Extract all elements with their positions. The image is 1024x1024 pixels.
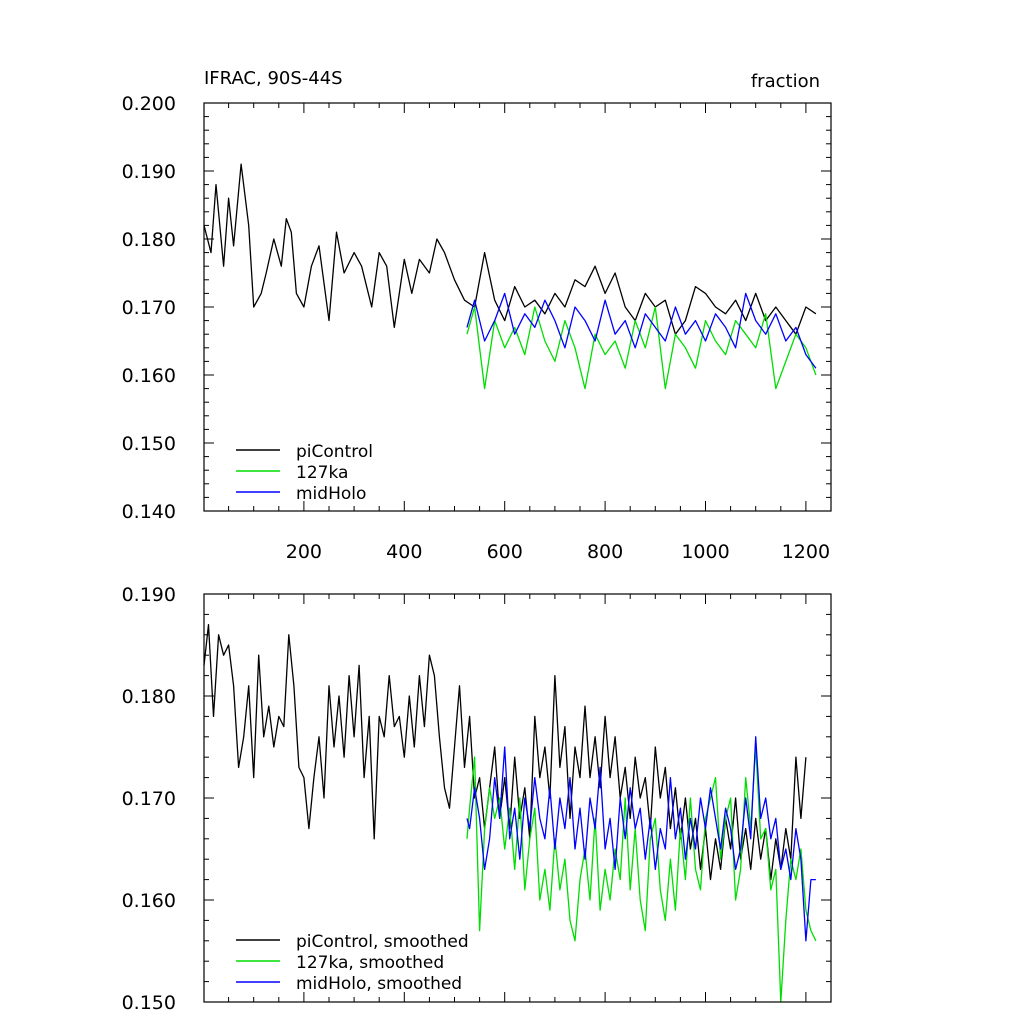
legend-label: piControl xyxy=(296,442,373,462)
top-chart-series xyxy=(203,163,817,390)
legend-label: 127ka, smoothed xyxy=(296,953,444,973)
y-tick-label: 0.190 xyxy=(122,584,176,606)
top-chart-axes: 0.140 0.150 0.160 0.170 0.180 0.190 0.200 200 40… xyxy=(122,93,831,563)
y-tick-label: 0.150 xyxy=(122,433,176,455)
bottom-chart-axes: 0.150 0.160 0.170 0.180 0.190 xyxy=(122,584,831,1014)
legend-label: midHolo, smoothed xyxy=(296,974,462,994)
y-tick-label: 0.180 xyxy=(122,686,176,708)
x-tick-label: 600 xyxy=(487,541,523,563)
series-line xyxy=(466,306,817,390)
x-tick-label: 1000 xyxy=(681,541,729,563)
y-tick-label: 0.160 xyxy=(122,365,176,387)
y-tick-label: 0.160 xyxy=(122,890,176,912)
units-label: fraction xyxy=(751,71,820,92)
series-line xyxy=(466,292,817,369)
y-tick-label: 0.170 xyxy=(122,297,176,319)
bottom-chart-frame xyxy=(203,593,832,1003)
chart-title: IFRAC, 90S-44S xyxy=(204,68,343,89)
y-tick-label: 0.200 xyxy=(122,93,176,115)
series-line xyxy=(466,746,817,1003)
y-tick-label: 0.140 xyxy=(122,501,176,523)
legend-label: piControl, smoothed xyxy=(296,932,469,952)
legend-label: 127ka xyxy=(296,463,348,483)
x-tick-label: 800 xyxy=(587,541,623,563)
legend-label: midHolo xyxy=(296,484,366,504)
y-tick-label: 0.180 xyxy=(122,229,176,251)
x-tick-label: 200 xyxy=(286,541,322,563)
x-tick-label: 400 xyxy=(386,541,422,563)
series-line xyxy=(466,736,816,942)
top-chart: IFRAC, 90S-44S fraction 0.1400.1500.1600… xyxy=(122,68,832,563)
y-tick-label: 0.190 xyxy=(122,161,176,183)
y-tick-label: 0.170 xyxy=(122,788,176,810)
bottom-chart-series xyxy=(203,623,817,1003)
x-tick-label: 1200 xyxy=(782,541,830,563)
bottom-chart: 0.150 0.160 0.170 0.180 0.190 piControl, smo… xyxy=(122,584,832,1014)
y-tick-label: 0.150 xyxy=(122,992,176,1014)
series-line xyxy=(203,163,817,335)
top-chart-frame xyxy=(203,102,832,512)
